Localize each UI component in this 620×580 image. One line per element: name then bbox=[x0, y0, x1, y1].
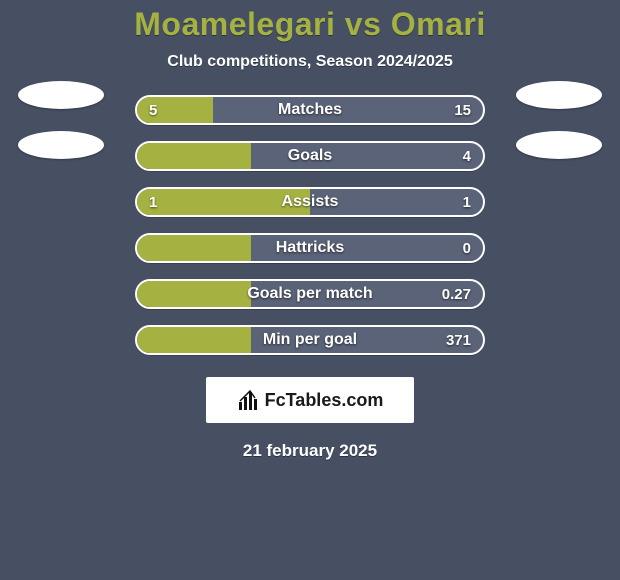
away-badges bbox=[516, 81, 602, 159]
stat-row: Hattricks 0 bbox=[135, 233, 485, 263]
stat-row: Goals per match 0.27 bbox=[135, 279, 485, 309]
stat-row: 1 Assists 1 bbox=[135, 187, 485, 217]
brand-logo: FcTables.com bbox=[206, 377, 414, 423]
stat-rows: 5 Matches 15 Goals 4 1 Assists 1 Hattric… bbox=[135, 95, 485, 355]
away-value: 0 bbox=[463, 235, 471, 261]
bars-icon bbox=[237, 388, 261, 412]
stat-label: Assists bbox=[137, 189, 483, 215]
date-label: 21 february 2025 bbox=[0, 441, 620, 461]
stat-label: Goals bbox=[137, 143, 483, 169]
brand-name: FcTables.com bbox=[265, 390, 384, 411]
club-badge-away bbox=[516, 131, 602, 159]
stat-label: Hattricks bbox=[137, 235, 483, 261]
home-badges bbox=[18, 81, 104, 159]
stat-row: Min per goal 371 bbox=[135, 325, 485, 355]
stat-row: 5 Matches 15 bbox=[135, 95, 485, 125]
page-title: Moamelegari vs Omari bbox=[0, 6, 620, 43]
club-badge-away bbox=[516, 81, 602, 109]
stat-label: Matches bbox=[137, 97, 483, 123]
stat-row: Goals 4 bbox=[135, 141, 485, 171]
away-value: 1 bbox=[463, 189, 471, 215]
stats-area: 5 Matches 15 Goals 4 1 Assists 1 Hattric… bbox=[0, 95, 620, 355]
stat-label: Min per goal bbox=[137, 327, 483, 353]
away-value: 0.27 bbox=[442, 281, 471, 307]
stat-label: Goals per match bbox=[137, 281, 483, 307]
page-subtitle: Club competitions, Season 2024/2025 bbox=[0, 53, 620, 71]
comparison-infographic: Moamelegari vs Omari Club competitions, … bbox=[0, 0, 620, 580]
away-value: 4 bbox=[463, 143, 471, 169]
away-value: 371 bbox=[446, 327, 471, 353]
away-value: 15 bbox=[454, 97, 471, 123]
club-badge-home bbox=[18, 81, 104, 109]
club-badge-home bbox=[18, 131, 104, 159]
